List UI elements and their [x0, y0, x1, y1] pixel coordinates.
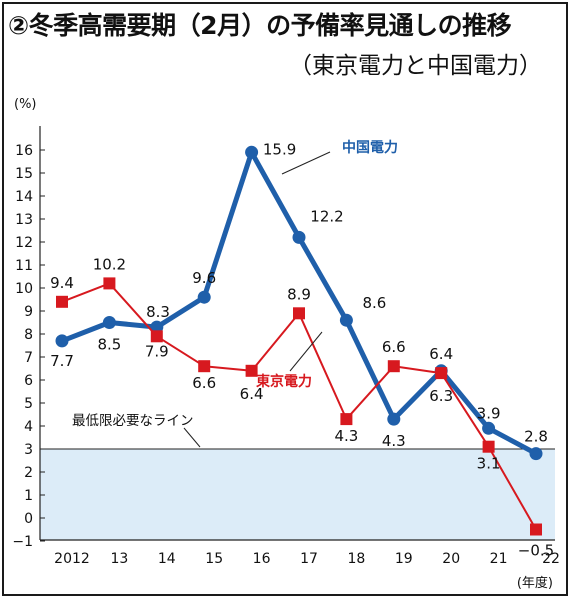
data-point-tokyo	[482, 440, 495, 453]
data-point-tokyo	[245, 364, 258, 377]
data-label-tokyo: 10.2	[93, 255, 126, 273]
data-label-tokyo: 4.3	[334, 427, 358, 445]
y-tick-label: 15	[15, 166, 33, 182]
data-label-chugoku: 7.7	[50, 352, 74, 370]
reference-leader	[183, 427, 201, 448]
x-tick-label: 14	[158, 551, 176, 567]
data-point-tokyo	[198, 360, 211, 373]
x-tick-label: 19	[395, 551, 413, 567]
data-point-chugoku	[245, 145, 259, 159]
y-tick-label: 0	[24, 511, 33, 527]
data-label-tokyo: 6.6	[192, 374, 216, 392]
data-point-chugoku	[197, 290, 211, 304]
data-point-chugoku	[482, 421, 496, 435]
data-point-chugoku	[55, 334, 69, 348]
y-tick-label: 16	[15, 143, 33, 159]
data-label-chugoku: 3.9	[477, 404, 501, 422]
y-tick-label: 6	[24, 373, 33, 389]
chart-title: ②冬季高需要期（2月）の予備率見通しの推移	[8, 11, 512, 40]
x-tick-label: 2012	[54, 551, 90, 567]
data-label-chugoku: 15.9	[263, 140, 296, 158]
y-axis-unit: (%)	[14, 97, 37, 112]
data-label-chugoku: 6.4	[429, 345, 453, 363]
data-point-chugoku	[339, 313, 353, 327]
y-tick-label: 2	[24, 465, 33, 481]
x-tick-label: 18	[347, 551, 365, 567]
data-point-chugoku	[102, 316, 116, 329]
series-leader-chugoku	[281, 151, 331, 175]
y-tick-label: 12	[15, 235, 33, 251]
data-point-tokyo	[530, 523, 542, 536]
y-tick-label: 13	[15, 212, 33, 228]
data-point-chugoku	[387, 412, 401, 426]
data-point-tokyo	[103, 277, 116, 290]
data-label-tokyo: 7.9	[145, 342, 169, 360]
y-tick-label: 4	[24, 419, 33, 435]
data-label-chugoku: 4.3	[382, 432, 406, 450]
data-label-tokyo: 6.4	[240, 385, 264, 403]
series-label-tokyo: 東京電力	[256, 373, 312, 390]
data-label-tokyo: 6.3	[429, 387, 453, 405]
data-point-tokyo	[435, 367, 448, 380]
data-label-chugoku: 8.3	[146, 303, 170, 321]
y-tick-label: −1	[12, 534, 33, 550]
data-point-tokyo	[387, 360, 400, 373]
data-label-tokyo: 6.6	[382, 338, 406, 356]
data-label-chugoku: 12.2	[310, 207, 343, 225]
data-point-chugoku	[292, 230, 306, 244]
data-label-tokyo: 3.1	[477, 455, 501, 473]
y-tick-label: 14	[15, 189, 33, 205]
x-tick-label: 22	[542, 551, 560, 567]
data-label-chugoku: 8.5	[97, 336, 121, 354]
y-tick-label: 9	[24, 304, 33, 320]
series-label-chugoku: 中国電力	[342, 139, 398, 156]
series-leader-tokyo	[289, 331, 323, 372]
data-label-tokyo: 9.4	[50, 274, 74, 292]
y-tick-label: 5	[24, 396, 33, 412]
chart-subtitle: （東京電力と中国電力）	[289, 53, 542, 79]
y-tick-label: 11	[15, 258, 33, 274]
y-tick-label: 8	[24, 327, 33, 343]
y-tick-label: 7	[24, 350, 33, 366]
reference-band	[40, 449, 555, 540]
x-tick-label: 21	[490, 551, 508, 567]
data-label-tokyo: −0.5	[518, 542, 554, 560]
data-label-chugoku: 2.8	[524, 428, 548, 446]
y-tick-label: 1	[24, 488, 33, 504]
y-tick-label: 10	[15, 281, 33, 297]
reference-line-label: 最低限必要なライン	[72, 413, 194, 429]
x-tick-label: 17	[300, 551, 318, 567]
x-axis-unit: (年度)	[517, 575, 553, 591]
data-label-chugoku: 9.6	[192, 269, 216, 287]
data-point-chugoku	[529, 447, 543, 461]
data-label-tokyo: 8.9	[287, 285, 311, 303]
x-tick-label: 15	[205, 551, 223, 567]
data-point-tokyo	[56, 295, 68, 308]
x-tick-label: 20	[442, 551, 460, 567]
x-tick-label: 13	[110, 551, 128, 567]
data-label-chugoku: 8.6	[362, 294, 386, 312]
data-point-tokyo	[340, 413, 353, 426]
x-tick-label: 16	[253, 551, 271, 567]
y-tick-label: 3	[24, 442, 33, 458]
data-point-tokyo	[293, 307, 305, 320]
data-point-tokyo	[150, 330, 163, 343]
